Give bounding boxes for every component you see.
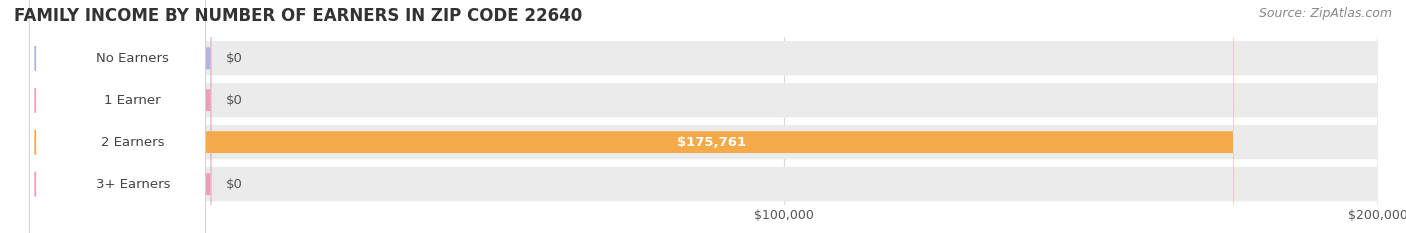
Text: 1 Earner: 1 Earner [104,94,162,107]
Text: Source: ZipAtlas.com: Source: ZipAtlas.com [1258,7,1392,20]
Text: No Earners: No Earners [97,52,169,65]
Text: $0: $0 [225,94,242,107]
FancyBboxPatch shape [30,0,205,233]
FancyBboxPatch shape [190,0,1378,233]
Text: $175,761: $175,761 [678,136,747,149]
Text: $0: $0 [225,178,242,191]
Text: 2 Earners: 2 Earners [101,136,165,149]
Text: $0: $0 [225,52,242,65]
FancyBboxPatch shape [190,0,1378,233]
FancyBboxPatch shape [190,0,1234,233]
FancyBboxPatch shape [190,0,211,233]
FancyBboxPatch shape [30,0,205,233]
FancyBboxPatch shape [30,0,205,233]
FancyBboxPatch shape [30,0,205,233]
FancyBboxPatch shape [190,0,1378,233]
Text: 3+ Earners: 3+ Earners [96,178,170,191]
FancyBboxPatch shape [190,0,211,233]
FancyBboxPatch shape [190,0,211,233]
Text: FAMILY INCOME BY NUMBER OF EARNERS IN ZIP CODE 22640: FAMILY INCOME BY NUMBER OF EARNERS IN ZI… [14,7,582,25]
FancyBboxPatch shape [190,0,1378,233]
